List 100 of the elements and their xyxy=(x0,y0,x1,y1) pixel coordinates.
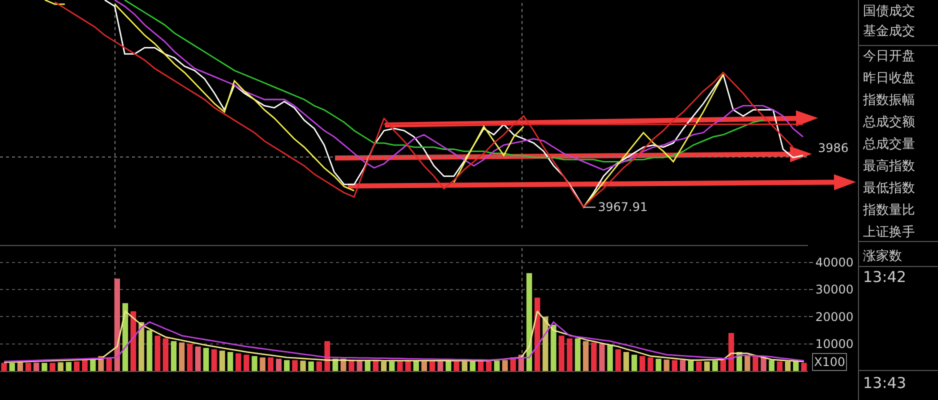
text: 13:43 xyxy=(863,374,906,392)
bar xyxy=(284,360,290,371)
line-series xyxy=(3,310,805,363)
text: 昨日收盘 xyxy=(863,70,915,87)
bar xyxy=(438,361,444,371)
bar xyxy=(195,346,201,371)
annotation: 3967.91 xyxy=(598,200,648,214)
bar xyxy=(631,354,638,371)
bar xyxy=(397,361,403,371)
bar xyxy=(744,354,750,371)
bar xyxy=(276,358,282,371)
bar xyxy=(17,362,24,371)
bar xyxy=(356,360,362,371)
bar xyxy=(429,361,436,371)
bar xyxy=(776,361,783,371)
bar xyxy=(187,344,193,371)
text: 最低指数 xyxy=(863,180,915,197)
bar xyxy=(42,362,48,371)
bar xyxy=(308,361,314,371)
bar xyxy=(607,345,613,371)
bar xyxy=(640,356,646,371)
text: 13:42 xyxy=(863,268,906,286)
bar xyxy=(784,361,791,371)
bar xyxy=(154,336,160,371)
bar xyxy=(372,360,379,371)
bar xyxy=(591,342,597,371)
bar xyxy=(599,344,605,371)
bar xyxy=(170,341,177,371)
bar xyxy=(66,362,72,371)
bar xyxy=(801,362,807,371)
text: 上证换手 xyxy=(863,224,915,241)
bar xyxy=(260,357,266,371)
bar xyxy=(454,361,460,371)
bar xyxy=(526,273,532,371)
bar xyxy=(389,361,395,371)
bar xyxy=(130,311,136,371)
bar xyxy=(760,357,766,371)
bar xyxy=(146,330,152,371)
bar xyxy=(664,360,670,371)
bar xyxy=(138,322,144,371)
text: 最高指数 xyxy=(863,158,915,175)
bar xyxy=(236,353,242,371)
bar xyxy=(421,361,428,371)
text: 国债成交 xyxy=(863,3,915,20)
y-tick-label: 30000 xyxy=(815,282,854,297)
bar xyxy=(252,356,258,371)
bar xyxy=(380,361,387,371)
bar xyxy=(462,361,468,371)
bar xyxy=(712,360,718,371)
bar xyxy=(680,360,686,371)
bar xyxy=(268,357,274,371)
y-tick-label: 20000 xyxy=(815,310,854,324)
bar xyxy=(405,360,411,371)
text: 总成交量 xyxy=(863,136,915,153)
bar xyxy=(211,349,217,371)
y-tick-label: 10000 xyxy=(815,337,854,352)
bar xyxy=(615,349,621,371)
bar xyxy=(470,361,476,371)
text: 3986 xyxy=(818,141,849,155)
bar xyxy=(446,360,452,371)
bar xyxy=(486,361,492,371)
text: 基金成交 xyxy=(863,23,915,40)
bar xyxy=(566,338,572,371)
bar xyxy=(574,338,581,371)
bar xyxy=(672,360,678,371)
bar xyxy=(244,354,250,371)
bar xyxy=(300,360,306,371)
bar xyxy=(50,362,56,371)
bar xyxy=(316,361,322,371)
bar xyxy=(550,324,556,371)
text: X100 xyxy=(814,355,846,369)
bar xyxy=(623,352,630,371)
bar xyxy=(58,362,64,371)
bar xyxy=(648,357,654,371)
bar xyxy=(656,358,662,371)
text: 总成交额 xyxy=(863,114,915,131)
y-tick-label: 40000 xyxy=(815,256,854,270)
text: 今日开盘 xyxy=(863,48,915,65)
bar xyxy=(494,360,500,371)
bar xyxy=(82,360,88,371)
bar xyxy=(502,360,508,371)
bar xyxy=(25,362,32,371)
bar xyxy=(114,278,120,371)
bar xyxy=(793,361,799,371)
bar xyxy=(1,362,7,371)
bar xyxy=(558,336,564,371)
bar xyxy=(227,352,234,371)
bar xyxy=(162,338,168,371)
bar xyxy=(704,361,710,371)
bar xyxy=(768,360,774,371)
text: 指数振幅 xyxy=(863,92,915,109)
bar xyxy=(203,348,209,371)
bar xyxy=(34,362,40,371)
bar xyxy=(752,356,758,371)
bar xyxy=(696,361,702,371)
bar xyxy=(178,342,185,371)
bar xyxy=(688,360,694,371)
bar xyxy=(74,361,80,371)
line-series xyxy=(3,321,805,362)
bar xyxy=(219,350,226,371)
